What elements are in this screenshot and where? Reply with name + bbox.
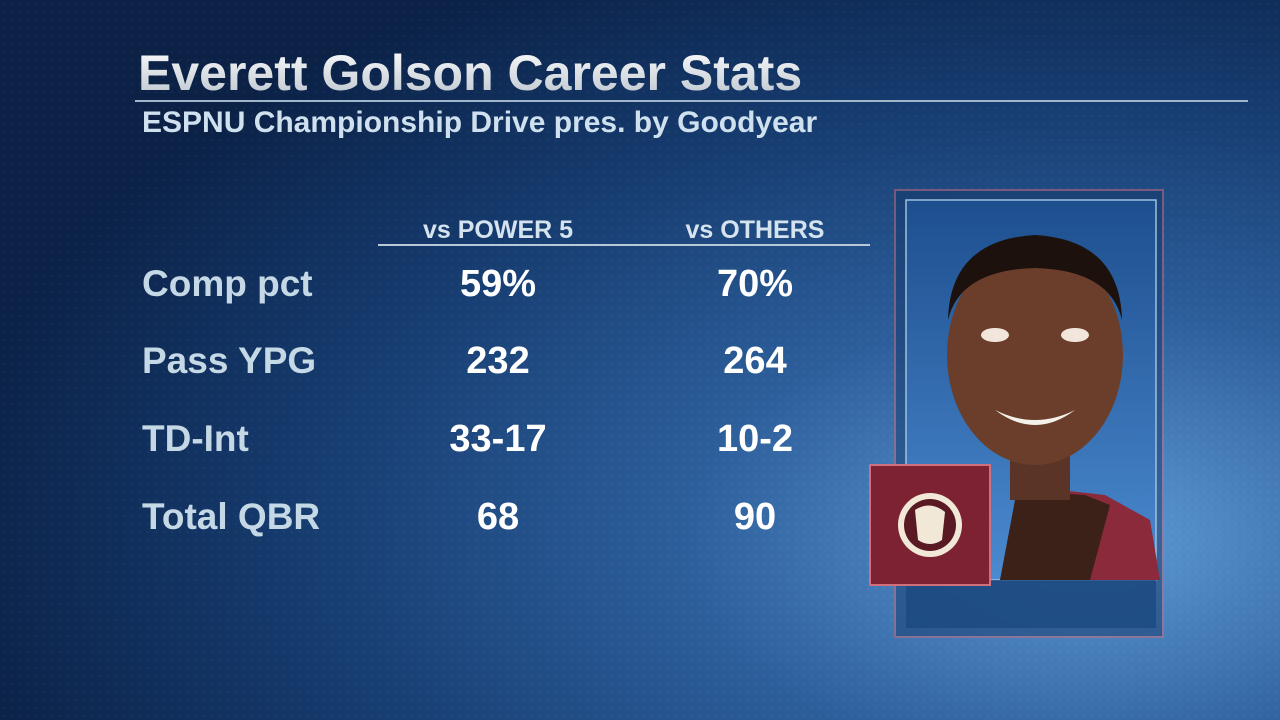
- subtitle: ESPNU Championship Drive pres. by Goodye…: [142, 106, 817, 139]
- player-photo: [894, 189, 1164, 638]
- stat-value: 90: [734, 496, 776, 538]
- title: Everett Golson Career Stats: [138, 45, 802, 101]
- stat-value: 264: [723, 340, 786, 382]
- stat-value: 59%: [460, 263, 536, 305]
- column-header: vs OTHERS: [686, 216, 825, 244]
- stat-value: 10-2: [717, 418, 793, 460]
- row-label: TD-Int: [142, 418, 249, 459]
- stat-value: 33-17: [449, 418, 546, 460]
- team-logo: [869, 464, 991, 586]
- column-header: vs POWER 5: [423, 216, 573, 244]
- row-label: Pass YPG: [142, 340, 316, 381]
- row-label: Comp pct: [142, 263, 313, 304]
- stat-value: 232: [466, 340, 529, 382]
- row-label: Total QBR: [142, 496, 320, 537]
- stat-value: 70%: [717, 263, 793, 305]
- stat-value: 68: [477, 496, 519, 538]
